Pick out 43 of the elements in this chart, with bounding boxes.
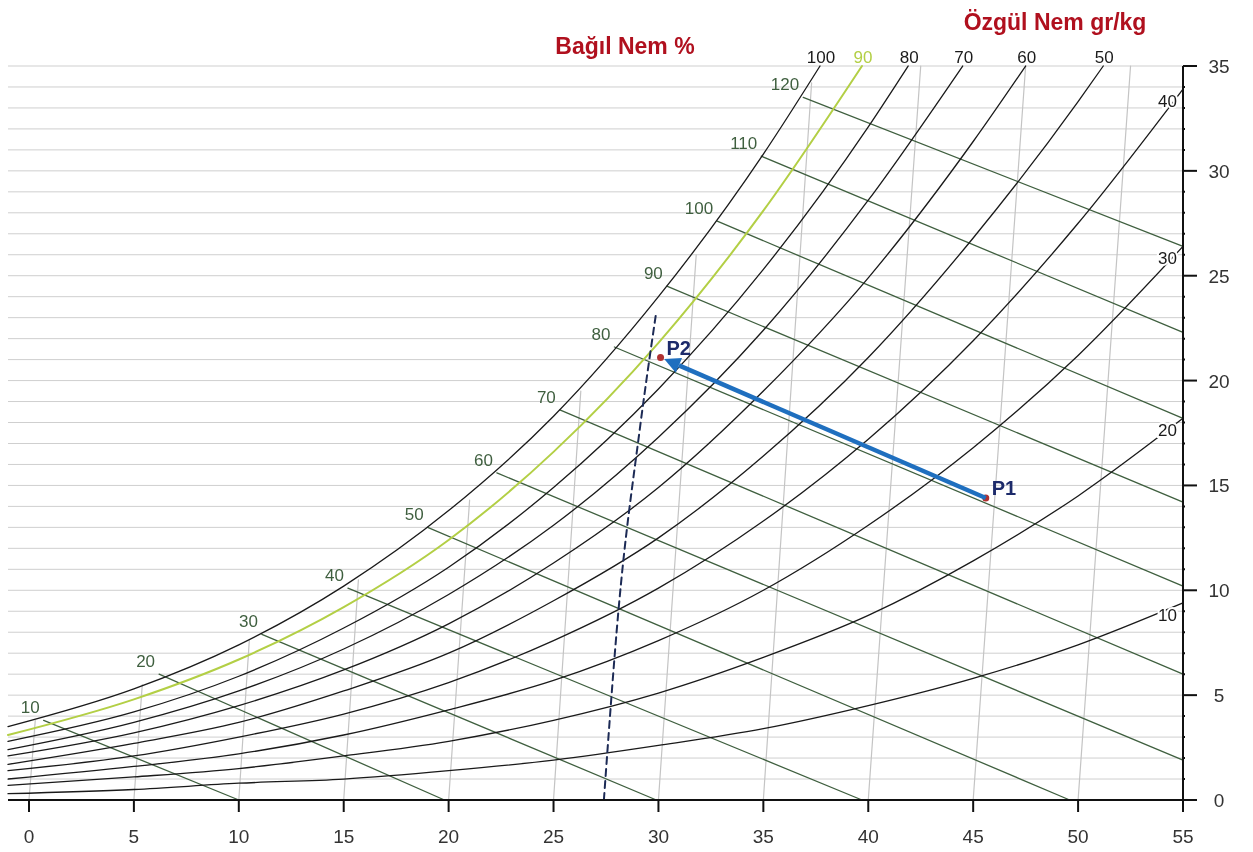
series-label: 30	[238, 612, 258, 632]
y-tick-label: 25	[1208, 265, 1230, 287]
series-label: 100	[684, 199, 714, 219]
x-tick-label: 0	[23, 826, 35, 847]
series-label: 110	[730, 134, 758, 154]
series-label: 50	[1094, 48, 1114, 67]
series-label: 20	[136, 652, 156, 672]
y-tick-label: 0	[1213, 790, 1225, 811]
x-tick-label: 20	[438, 826, 460, 847]
y-tick-label: 30	[1208, 160, 1230, 182]
y-axis-title: Özgül Nem gr/kg	[963, 9, 1147, 35]
series-label: 70	[536, 387, 556, 407]
series-label: 10	[1158, 605, 1177, 625]
series-label: 60	[473, 450, 493, 470]
y-tick-label: 10	[1208, 580, 1230, 602]
series-label: 100	[806, 48, 836, 67]
series-label: 90	[643, 264, 663, 284]
series-label: 90	[853, 48, 873, 67]
x-tick-label: 25	[542, 826, 565, 847]
series-label: 80	[591, 325, 611, 345]
x-tick-label: 55	[1172, 826, 1194, 847]
y-tick-label: 35	[1208, 56, 1230, 77]
series-label: 40	[324, 566, 344, 586]
series-label: 70	[954, 48, 974, 67]
series-label: P2	[666, 336, 692, 359]
x-tick-label: 10	[228, 826, 250, 847]
x-tick-label: 30	[647, 826, 670, 847]
x-tick-label: 5	[128, 826, 140, 847]
series-label: 80	[899, 48, 919, 67]
x-tick-label: 35	[752, 826, 774, 847]
y-tick-label: 15	[1208, 475, 1230, 497]
series-label: 50	[404, 505, 424, 525]
series-label: 60	[1017, 48, 1037, 67]
series-label: P1	[991, 477, 1017, 500]
x-tick-label: 40	[857, 826, 879, 847]
x-tick-label: 45	[962, 826, 984, 847]
series-label: 120	[770, 75, 800, 95]
y-tick-label: 5	[1213, 685, 1225, 707]
x-tick-label: 15	[333, 826, 355, 847]
series-label: 10	[20, 698, 40, 718]
x-tick-label: 50	[1067, 826, 1089, 847]
y-tick-label: 20	[1208, 370, 1230, 392]
text: Bağıl Nem %	[555, 33, 695, 59]
